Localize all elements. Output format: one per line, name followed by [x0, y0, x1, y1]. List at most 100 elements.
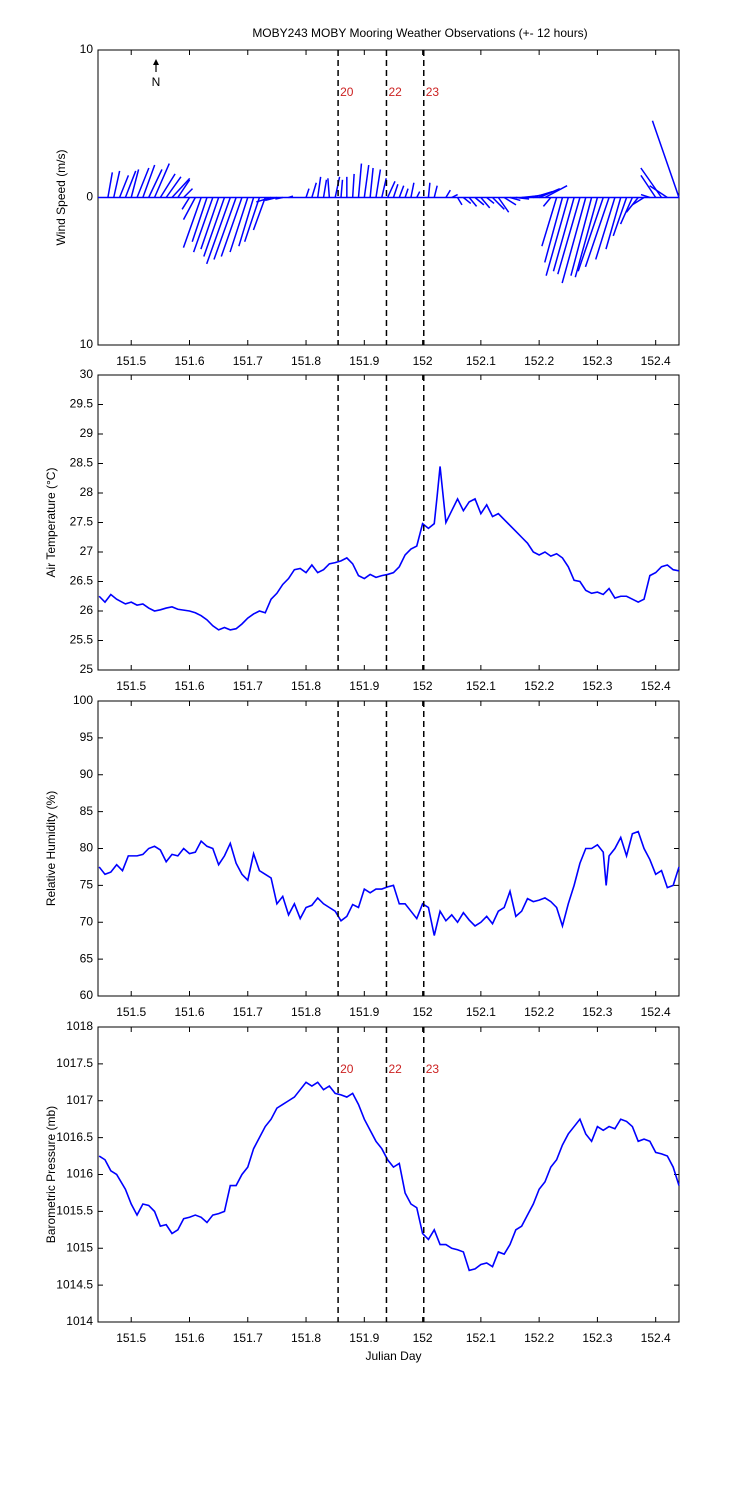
- plot-area: [97, 374, 680, 671]
- y-tick-label: 30: [80, 367, 94, 381]
- y-tick-label: 27.5: [70, 515, 94, 529]
- y-tick-label: 27: [80, 544, 94, 558]
- x-tick-label: 151.8: [291, 1331, 321, 1345]
- wind-feather: [541, 197, 558, 247]
- y-tick-label: 85: [80, 804, 94, 818]
- x-tick-label: 151.6: [174, 679, 204, 693]
- y-tick-label: 70: [80, 914, 94, 928]
- panel: 1014 1014.5 1015 1015.5 1016 1016.5 1017 1017.5…: [44, 1019, 680, 1363]
- wind-feather: [544, 197, 564, 263]
- event-label: 22: [388, 85, 402, 99]
- wind-feather: [136, 167, 150, 198]
- wind-feather: [612, 197, 628, 237]
- wind-feather: [305, 188, 310, 198]
- wind-feather: [205, 197, 231, 265]
- x-tick-label: 152: [413, 1331, 433, 1345]
- x-tick-label: 151.7: [233, 354, 263, 368]
- wind-feather: [375, 169, 382, 198]
- event-label: 20: [340, 85, 354, 99]
- wind-feather: [369, 167, 374, 198]
- wind-feather: [542, 197, 552, 207]
- wind-feather: [124, 170, 137, 198]
- x-tick-label: 151.5: [116, 679, 146, 693]
- wind-feather: [288, 195, 294, 199]
- wind-feather: [445, 189, 451, 198]
- y-tick-label: 1018: [66, 1019, 93, 1033]
- wind-feather: [142, 164, 156, 198]
- x-tick-label: 151.8: [291, 354, 321, 368]
- y-tick-label: 1015: [66, 1240, 93, 1254]
- wind-feather: [213, 197, 237, 260]
- wind-feather: [509, 196, 521, 202]
- y-tick-label: 65: [80, 951, 94, 965]
- y-tick-label: 1016: [66, 1167, 93, 1181]
- y-tick-label: 100: [73, 693, 93, 707]
- wind-feather: [351, 173, 355, 198]
- y-tick-label: 29: [80, 426, 94, 440]
- wind-feather: [113, 170, 121, 198]
- x-tick-label: 152.4: [641, 1331, 671, 1345]
- wind-feather: [451, 193, 458, 199]
- wind-feather: [561, 197, 587, 284]
- x-tick-label: 152: [413, 1005, 433, 1019]
- wind-feather: [544, 185, 568, 199]
- wind-feather: [311, 182, 318, 198]
- y-tick-label: 90: [80, 767, 94, 781]
- x-tick-label: 151.9: [349, 1005, 379, 1019]
- y-tick-label: 1017: [66, 1093, 93, 1107]
- wind-feather: [456, 197, 463, 206]
- x-tick-label: 151.9: [349, 354, 379, 368]
- y-tick-label: 95: [80, 730, 94, 744]
- wind-feather: [192, 197, 214, 253]
- wind-feather: [316, 176, 322, 198]
- x-tick-label: 151.7: [233, 1005, 263, 1019]
- x-tick-label: 151.9: [349, 1331, 379, 1345]
- data-line: [98, 466, 680, 631]
- wind-feather: [107, 172, 114, 198]
- wind-feather: [357, 163, 363, 198]
- chart-title: MOBY243 MOBY Mooring Weather Observation…: [252, 26, 587, 40]
- wind-feather: [570, 197, 593, 276]
- wind-feather: [203, 197, 226, 257]
- x-tick-label: 152.2: [524, 1331, 554, 1345]
- wind-feather: [159, 173, 176, 198]
- y-tick-label: 60: [80, 988, 94, 1002]
- wind-feather: [183, 188, 194, 199]
- wind-feather: [577, 197, 604, 272]
- y-tick-label: 1014: [66, 1314, 93, 1328]
- y-tick-label: 10: [80, 42, 94, 56]
- wind-feather: [200, 197, 220, 250]
- x-tick-label: 151.8: [291, 1005, 321, 1019]
- y-tick-label: 80: [80, 841, 94, 855]
- wind-feather: [386, 180, 396, 198]
- x-tick-label: 151.9: [349, 679, 379, 693]
- wind-feather: [649, 185, 668, 199]
- wind-feather: [264, 196, 278, 202]
- wind-feather: [640, 167, 663, 198]
- wind-feather: [252, 197, 266, 231]
- wind-feather: [574, 197, 599, 278]
- y-tick-label: 26.5: [70, 574, 94, 588]
- plot-area: [97, 1026, 680, 1323]
- wind-feather: [322, 179, 328, 198]
- y-tick-label: 25.5: [70, 633, 94, 647]
- wind-feather: [416, 191, 421, 198]
- y-tick-label: 26: [80, 603, 94, 617]
- wind-feather: [595, 197, 616, 260]
- panel: 60 65 70 75 80 85 90 95 100 151.5 151.6 151.7 151.8 1…: [44, 693, 680, 1019]
- x-tick-label: 152.2: [524, 679, 554, 693]
- panel: 10 0 10 151.5 151.6 151.7 151.8 151.9 152 152.1 15…: [54, 26, 680, 368]
- x-tick-label: 151.5: [116, 1331, 146, 1345]
- y-tick-label: 75: [80, 878, 94, 892]
- y-tick-label: 1017.5: [56, 1056, 93, 1070]
- wind-feather: [334, 176, 341, 198]
- x-tick-label: 151.5: [116, 354, 146, 368]
- wind-feather: [480, 197, 491, 209]
- y-tick-label: 29.5: [70, 397, 94, 411]
- wind-feather: [515, 196, 530, 200]
- wind-feather: [340, 179, 344, 198]
- wind-feather: [165, 176, 182, 198]
- wind-feather: [327, 178, 331, 198]
- wind-feather: [468, 197, 478, 207]
